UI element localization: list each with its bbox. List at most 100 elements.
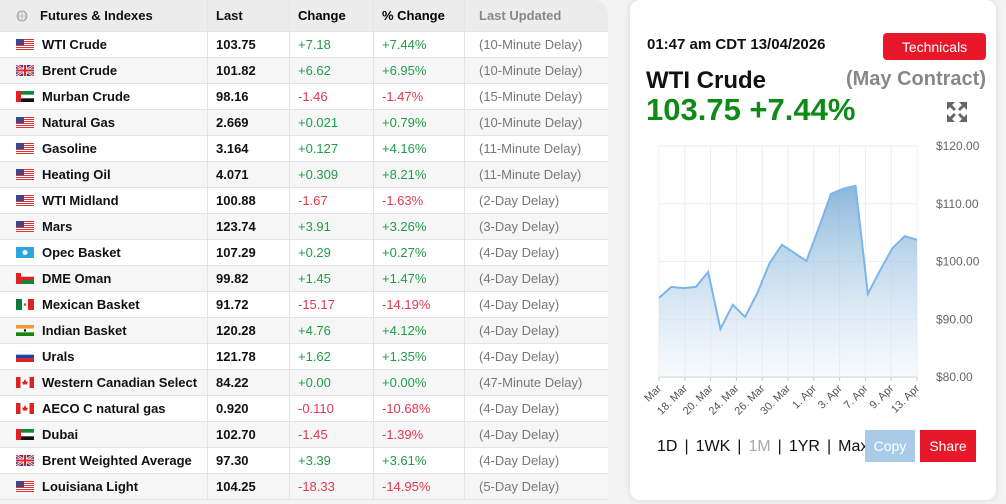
instrument-link[interactable]: WTI Crude — [42, 37, 107, 52]
range-1yr[interactable]: 1YR — [788, 438, 820, 455]
last-updated: (10-Minute Delay) — [479, 37, 583, 52]
table-row[interactable]: Louisiana Light 104.25 -18.33 -14.95% (5… — [0, 474, 608, 500]
x-tick-label: 7. Apr — [842, 382, 871, 411]
percent-change-value: -10.68% — [374, 396, 465, 421]
instrument-link[interactable]: Western Canadian Select — [42, 375, 198, 390]
column-header-label: % Change — [382, 8, 445, 23]
last-price: 4.071 — [208, 162, 290, 187]
table-row[interactable]: AECO C natural gas 0.920 -0.110 -10.68% … — [0, 396, 608, 422]
instrument-link[interactable]: Urals — [42, 349, 75, 364]
percent-change-value: +4.16% — [374, 136, 465, 161]
table-row[interactable]: Mexican Basket 91.72 -15.17 -14.19% (4-D… — [0, 292, 608, 318]
range-1wk[interactable]: 1WK — [695, 438, 731, 455]
percent-change-value: +8.21% — [374, 162, 465, 187]
change-value: -0.110 — [290, 396, 374, 421]
instrument-link[interactable]: Natural Gas — [42, 115, 115, 130]
table-row[interactable]: Indian Basket 120.28 +4.76 +4.12% (4-Day… — [0, 318, 608, 344]
instrument-link[interactable]: Dubai — [42, 427, 79, 442]
change-value: +0.309 — [290, 162, 374, 187]
y-tick-label: $80.00 — [936, 370, 973, 384]
last-updated: (3-Day Delay) — [479, 219, 560, 234]
change-value: -18.33 — [290, 474, 374, 499]
table-row[interactable]: WTI Midland 100.88 -1.67 -1.63% (2-Day D… — [0, 188, 608, 214]
last-price: 84.22 — [208, 370, 290, 395]
last-updated: (11-Minute Delay) — [479, 167, 582, 182]
table-row[interactable]: Heating Oil 4.071 +0.309 +8.21% (11-Minu… — [0, 162, 608, 188]
contract-label: (May Contract) — [845, 68, 986, 90]
flag-us-icon — [16, 195, 34, 206]
percent-change-value: +0.00% — [374, 370, 465, 395]
last-price: 104.25 — [208, 474, 290, 499]
y-tick-label: $110.00 — [936, 197, 979, 211]
copy-button[interactable]: Copy — [865, 430, 915, 462]
column-header[interactable]: Futures & Indexes — [0, 0, 208, 31]
table-row[interactable]: Mars 123.74 +3.91 +3.26% (3-Day Delay) — [0, 214, 608, 240]
change-value: +1.62 — [290, 344, 374, 369]
table-row[interactable]: Murban Crude 98.16 -1.46 -1.47% (15-Minu… — [0, 84, 608, 110]
instrument-link[interactable]: Brent Crude — [42, 63, 118, 78]
table-row[interactable]: Natural Gas 2.669 +0.021 +0.79% (10-Minu… — [0, 110, 608, 136]
percent-change-value: -1.47% — [374, 84, 465, 109]
instrument-link[interactable]: Brent Weighted Average — [42, 453, 192, 468]
column-header-label: Last Updated — [479, 8, 562, 23]
column-header[interactable]: Change — [290, 0, 374, 31]
change-value: +3.91 — [290, 214, 374, 239]
instrument-link[interactable]: Indian Basket — [42, 323, 127, 338]
instrument-link[interactable]: Gasoline — [42, 141, 97, 156]
last-price: 102.70 — [208, 422, 290, 447]
last-updated: (15-Minute Delay) — [479, 89, 583, 104]
table-row[interactable]: DME Oman 99.82 +1.45 +1.47% (4-Day Delay… — [0, 266, 608, 292]
column-header[interactable]: Last Updated — [465, 0, 608, 31]
instrument-link[interactable]: WTI Midland — [42, 193, 119, 208]
range-selector: 1D | 1WK | 1M | 1YR | Max — [656, 438, 869, 456]
change-value: +4.76 — [290, 318, 374, 343]
technicals-button[interactable]: Technicals — [883, 33, 986, 60]
instrument-link[interactable]: Opec Basket — [42, 245, 121, 260]
last-updated: (4-Day Delay) — [479, 453, 560, 468]
last-updated: (2-Day Delay) — [479, 193, 560, 208]
y-tick-label: $120.00 — [936, 139, 980, 153]
change-value: -1.46 — [290, 84, 374, 109]
x-tick-label: 3. Apr — [816, 382, 845, 411]
table-row[interactable]: Western Canadian Select 84.22 +0.00 +0.0… — [0, 370, 608, 396]
change-value: +6.62 — [290, 58, 374, 83]
flag-us-icon — [16, 221, 34, 232]
last-updated: (5-Day Delay) — [479, 479, 560, 494]
flag-gb-icon — [16, 65, 34, 76]
instrument-link[interactable]: Heating Oil — [42, 167, 111, 182]
flag-mx-icon — [16, 299, 34, 310]
range-max[interactable]: Max — [838, 438, 869, 455]
flag-in-icon — [16, 325, 34, 336]
column-header[interactable]: % Change — [374, 0, 465, 31]
table-row[interactable]: Gasoline 3.164 +0.127 +4.16% (11-Minute … — [0, 136, 608, 162]
last-price: 103.75 — [208, 32, 290, 57]
last-price: 2.669 — [208, 110, 290, 135]
last-updated: (4-Day Delay) — [479, 323, 560, 338]
change-value: +0.127 — [290, 136, 374, 161]
table-row[interactable]: Opec Basket 107.29 +0.29 +0.27% (4-Day D… — [0, 240, 608, 266]
instrument-link[interactable]: AECO C natural gas — [42, 401, 166, 416]
instrument-link[interactable]: Murban Crude — [42, 89, 131, 104]
column-header-label: Futures & Indexes — [40, 8, 153, 23]
table-row[interactable]: Dubai 102.70 -1.45 -1.39% (4-Day Delay) — [0, 422, 608, 448]
instrument-link[interactable]: Mars — [42, 219, 73, 234]
range-1d[interactable]: 1D — [657, 438, 678, 455]
column-header[interactable]: Last — [208, 0, 290, 31]
share-button[interactable]: Share — [920, 430, 976, 462]
instrument-link[interactable]: Louisiana Light — [42, 479, 139, 494]
last-updated: (11-Minute Delay) — [479, 141, 582, 156]
last-price: 98.16 — [208, 84, 290, 109]
last-price: 91.72 — [208, 292, 290, 317]
last-price: 97.30 — [208, 448, 290, 473]
table-row[interactable]: Brent Weighted Average 97.30 +3.39 +3.61… — [0, 448, 608, 474]
table-row[interactable]: WTI Crude 103.75 +7.18 +7.44% (10-Minute… — [0, 32, 608, 58]
expand-arrows-icon[interactable] — [946, 101, 968, 123]
table-row[interactable]: Brent Crude 101.82 +6.62 +6.95% (10-Minu… — [0, 58, 608, 84]
flag-opec-icon — [16, 247, 34, 258]
instrument-link[interactable]: DME Oman — [42, 271, 112, 286]
flag-us-icon — [16, 169, 34, 180]
last-price: 120.28 — [208, 318, 290, 343]
table-row[interactable]: Urals 121.78 +1.62 +1.35% (4-Day Delay) — [0, 344, 608, 370]
range-1m[interactable]: 1M — [748, 438, 771, 455]
instrument-link[interactable]: Mexican Basket — [42, 297, 140, 312]
